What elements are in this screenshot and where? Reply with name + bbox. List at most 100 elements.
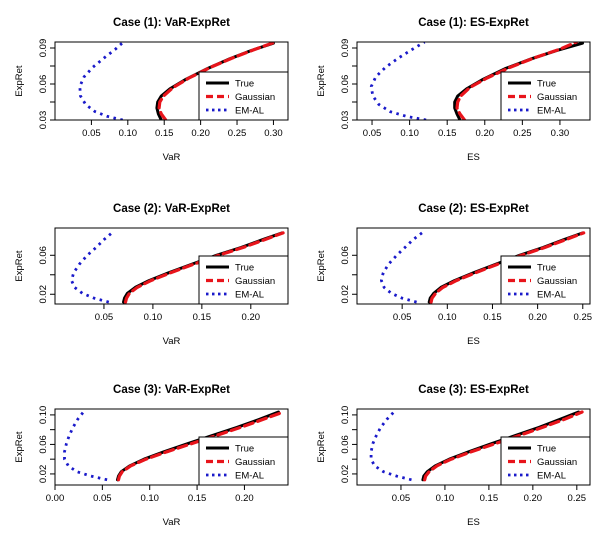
x-tick-label: 0.20 bbox=[524, 493, 543, 504]
y-tick-label: 0.06 bbox=[340, 435, 351, 454]
series-group bbox=[63, 410, 285, 482]
y-tick-label: 0.02 bbox=[340, 285, 351, 304]
y-tick-label: 0.02 bbox=[38, 285, 49, 304]
legend-label: EM-AL bbox=[537, 106, 566, 117]
legend-label: Gaussian bbox=[235, 92, 275, 103]
legend-box bbox=[500, 71, 591, 121]
x-tick-label: 0.05 bbox=[93, 493, 112, 504]
panel-5: Case (3): VaR-ExpRet 0.00 0.05 0.10 0.15 0.20… bbox=[14, 384, 289, 528]
series-line-em-al bbox=[63, 411, 108, 482]
x-axis-label: ES bbox=[467, 336, 480, 347]
y-axis-label: ExpRet bbox=[14, 431, 25, 463]
x-tick-label: 0.10 bbox=[438, 312, 457, 323]
panel-1: Case (1): VaR-ExpRet 0.05 0.10 0.15 0.20 0.25… bbox=[14, 17, 289, 163]
series-line-gaussian bbox=[455, 42, 579, 120]
x-tick-label: 0.30 bbox=[264, 128, 283, 139]
legend-label: EM-AL bbox=[235, 471, 264, 482]
legend-box bbox=[198, 436, 289, 486]
y-axis-label: ExpRet bbox=[316, 250, 327, 282]
x-tick-label: 0.05 bbox=[363, 128, 382, 139]
legend-label: Gaussian bbox=[235, 457, 275, 468]
y-tick-label: 0.10 bbox=[340, 406, 351, 425]
chart-title: Case (2): VaR-ExpRet bbox=[113, 203, 230, 215]
x-tick-label: 0.20 bbox=[528, 312, 547, 323]
legend: True Gaussian EM-AL bbox=[500, 255, 591, 305]
y-tick-label: 0.09 bbox=[38, 39, 49, 58]
series-line-gaussian bbox=[429, 231, 586, 304]
panel-4: Case (2): ES-ExpRet 0.05 0.10 0.15 0.20 0.25 E… bbox=[316, 203, 592, 347]
legend-label: Gaussian bbox=[537, 457, 577, 468]
legend-label: Gaussian bbox=[235, 276, 275, 287]
x-tick-label: 0.20 bbox=[476, 128, 495, 139]
legend-box bbox=[500, 255, 591, 305]
x-tick-label: 0.05 bbox=[393, 312, 412, 323]
series-group bbox=[369, 42, 584, 120]
x-tick-label: 0.20 bbox=[242, 312, 261, 323]
series-line-gaussian bbox=[423, 410, 584, 482]
y-tick-label: 0.10 bbox=[38, 406, 49, 425]
chart-title: Case (2): ES-ExpRet bbox=[418, 203, 529, 215]
legend-label: True bbox=[235, 79, 254, 90]
x-tick-label: 0.20 bbox=[191, 128, 210, 139]
series-line-gaussian bbox=[116, 410, 285, 482]
legend: True Gaussian EM-AL bbox=[500, 436, 591, 486]
y-tick-label: 0.06 bbox=[340, 246, 351, 264]
series-line-em-al bbox=[379, 231, 423, 304]
x-tick-label: 0.25 bbox=[228, 128, 247, 139]
y-axis-label: ExpRet bbox=[14, 65, 25, 97]
x-axis-label: VaR bbox=[163, 336, 181, 347]
legend-box bbox=[198, 255, 289, 305]
legend: True Gaussian EM-AL bbox=[500, 71, 591, 121]
legend: True Gaussian EM-AL bbox=[198, 71, 289, 121]
series-line-em-al bbox=[70, 231, 113, 304]
y-tick-label: 0.02 bbox=[340, 465, 351, 484]
series-line-em-al bbox=[369, 42, 427, 120]
series-line-em-al bbox=[78, 42, 125, 120]
panel-3: Case (2): VaR-ExpRet 0.05 0.10 0.15 0.20 VaR 0… bbox=[14, 203, 289, 347]
chart-title: Case (3): ES-ExpRet bbox=[418, 384, 529, 396]
y-tick-label: 0.09 bbox=[340, 39, 351, 58]
legend-label: Gaussian bbox=[537, 276, 577, 287]
legend-label: EM-AL bbox=[235, 290, 264, 301]
x-tick-label: 0.10 bbox=[400, 128, 419, 139]
series-line-true bbox=[122, 231, 284, 304]
series-line-gaussian bbox=[157, 42, 278, 120]
x-tick-label: 0.15 bbox=[193, 312, 212, 323]
x-axis-label: VaR bbox=[163, 152, 181, 163]
x-axis-label: VaR bbox=[163, 517, 181, 528]
x-tick-label: 0.05 bbox=[392, 493, 411, 504]
legend-box bbox=[500, 436, 591, 486]
x-tick-label: 0.10 bbox=[144, 312, 163, 323]
y-tick-label: 0.06 bbox=[38, 246, 49, 264]
legend-label: EM-AL bbox=[537, 290, 566, 301]
legend-label: EM-AL bbox=[537, 471, 566, 482]
panel-2: Case (1): ES-ExpRet 0.05 0.10 0.15 0.20 0.25 0… bbox=[316, 17, 591, 163]
y-axis-label: ExpRet bbox=[316, 431, 327, 463]
legend-box bbox=[198, 71, 289, 121]
legend-label: EM-AL bbox=[235, 106, 264, 117]
chart-title: Case (1): VaR-ExpRet bbox=[113, 17, 230, 29]
x-tick-label: 0.10 bbox=[140, 493, 159, 504]
x-axis-label: ES bbox=[467, 152, 480, 163]
x-tick-label: 0.05 bbox=[95, 312, 114, 323]
legend-label: True bbox=[537, 263, 556, 274]
series-group bbox=[70, 231, 285, 304]
x-axis-label: ES bbox=[467, 517, 480, 528]
chart-title: Case (1): ES-ExpRet bbox=[418, 17, 529, 29]
x-tick-label: 0.10 bbox=[436, 493, 455, 504]
legend: True Gaussian EM-AL bbox=[198, 255, 289, 305]
x-tick-label: 0.10 bbox=[119, 128, 138, 139]
x-tick-label: 0.15 bbox=[480, 493, 499, 504]
x-tick-label: 0.15 bbox=[155, 128, 174, 139]
legend-label: True bbox=[537, 79, 556, 90]
legend-label: Gaussian bbox=[537, 92, 577, 103]
series-group bbox=[379, 231, 586, 304]
x-tick-label: 0.15 bbox=[188, 493, 207, 504]
series-line-gaussian bbox=[123, 231, 285, 304]
y-tick-label: 0.06 bbox=[340, 75, 351, 94]
y-tick-label: 0.02 bbox=[38, 465, 49, 484]
x-tick-label: 0.00 bbox=[46, 493, 65, 504]
x-tick-label: 0.25 bbox=[574, 312, 593, 323]
